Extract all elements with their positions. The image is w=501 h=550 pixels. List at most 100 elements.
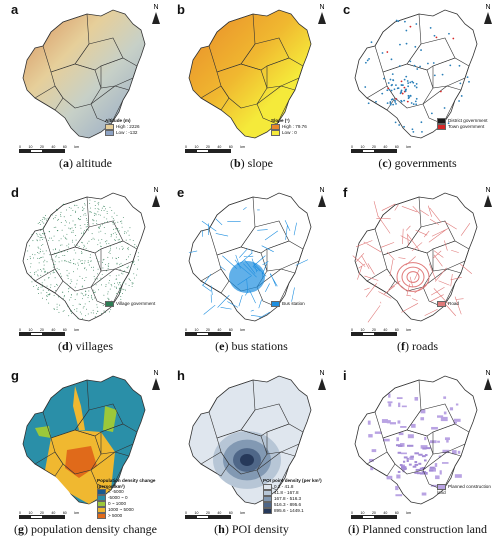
scale-tick-label: 60 — [228, 511, 233, 515]
caption-letter: b — [233, 156, 241, 170]
panel-letter: a — [11, 2, 19, 17]
scale-tick-label: 20 — [371, 145, 376, 149]
panel-letter: c — [343, 2, 351, 17]
north-arrow-icon: N — [152, 4, 160, 24]
legend-swatch — [97, 489, 106, 496]
legend-label: Road — [448, 301, 459, 307]
legend-label: < -5000 — [108, 489, 124, 495]
map-svg — [22, 192, 146, 322]
scale-tick-label: 10 — [194, 328, 199, 332]
north-arrow-icon: N — [318, 187, 326, 207]
caption-text: POI density — [231, 522, 289, 536]
caption-letter: h — [218, 522, 225, 536]
north-arrow-icon: N — [318, 370, 326, 390]
map-geometry — [22, 375, 146, 505]
map-svg — [22, 9, 146, 139]
scale-tick-label: 10 — [28, 328, 33, 332]
caption-text: population density change — [31, 522, 157, 536]
legend-label: 516.3 - 895.6 — [274, 501, 302, 507]
panel-caption: (g) population density change — [14, 522, 157, 536]
scale-tick-label: 60 — [394, 145, 399, 149]
north-arrow-icon: N — [484, 4, 492, 24]
scale-bar: 0 10 20 40 60 km — [19, 328, 79, 336]
scale-unit: km — [240, 511, 245, 515]
legend-item: Bus station — [271, 301, 305, 307]
scale-unit: km — [406, 145, 411, 149]
north-arrow-shape — [152, 195, 160, 207]
legend-item: 0.2 - 41.8 — [263, 483, 322, 490]
scale-tick-label: 10 — [194, 511, 199, 515]
north-arrow-shape — [318, 378, 326, 390]
north-arrow-icon: N — [152, 187, 160, 207]
scale-tick-label: 10 — [28, 145, 33, 149]
scale-bar-graphic — [19, 332, 65, 336]
caption-text: villages — [75, 339, 113, 353]
legend-swatch — [97, 507, 106, 514]
map-panel-c: c N District government Town government 0 10 2… — [337, 0, 498, 172]
legend-swatch — [263, 507, 272, 514]
scale-unit: km — [240, 145, 245, 149]
panel-letter: f — [343, 185, 348, 200]
map-panel-f: f N Road 0 10 20 40 60 km (f) roads — [337, 183, 498, 355]
scale-unit: km — [74, 145, 79, 149]
legend-label: Low : -132 — [116, 129, 138, 135]
scale-tick-label: 20 — [371, 511, 376, 515]
legend-item: Road — [437, 301, 459, 307]
scale-bar-graphic — [185, 149, 231, 153]
legend-swatch — [271, 301, 280, 307]
map-panel-b: b N Slope (°) High : 79.76 Low : 0 0 10 20 40 60 k… — [171, 0, 332, 172]
panel-caption: (a) altitude — [59, 156, 112, 170]
scale-bar-graphic — [19, 149, 65, 153]
legend-item: Planned construction land — [437, 484, 498, 496]
north-label: N — [485, 4, 491, 11]
scale-tick-label: 0 — [351, 328, 353, 332]
north-label: N — [485, 187, 491, 194]
legend-swatch — [437, 118, 446, 124]
scale-tick-label: 0 — [19, 511, 21, 515]
panel-caption: (b) slope — [229, 156, 274, 170]
panel-letter: h — [177, 368, 185, 383]
legend-item: 1000 ~ 5000 — [97, 507, 161, 514]
scale-tick-label: 40 — [51, 145, 56, 149]
scale-tick-label: 10 — [28, 511, 33, 515]
map-geometry — [352, 192, 478, 323]
scale-tick-label: 60 — [394, 511, 399, 515]
legend-item: 516.3 - 895.6 — [263, 501, 322, 508]
map-legend: Slope (°) High : 79.76 Low : 0 — [271, 118, 307, 136]
map-panel-d: d N Village government 0 10 20 40 60 km (d) villa… — [5, 183, 166, 355]
legend-label: Low : 0 — [282, 129, 297, 135]
map-panel-g: g N Population density change (person/km²)… — [5, 366, 166, 538]
legend-item: Village government — [105, 301, 155, 307]
legend-item: -5000 ~ 0 — [97, 495, 161, 502]
panel-caption: (e) bus stations — [215, 339, 288, 353]
legend-label: Town government — [448, 124, 485, 130]
map-legend: Planned construction land — [437, 484, 498, 496]
scale-bar: 0 10 20 40 60 km — [351, 511, 411, 519]
north-arrow-icon: N — [484, 187, 492, 207]
map-panel-i: i N Planned construction land 0 10 20 40 60 km (i… — [337, 366, 498, 538]
north-arrow-shape — [318, 12, 326, 24]
scale-tick-label: 20 — [39, 145, 44, 149]
map-legend: Bus station — [271, 301, 305, 307]
legend-item: Low : 0 — [271, 129, 307, 136]
scale-bar-graphic — [351, 149, 397, 153]
scale-tick-label: 60 — [62, 328, 67, 332]
legend-swatch — [263, 495, 272, 502]
map-geometry — [188, 9, 312, 139]
scale-bar: 0 10 20 40 60 km — [185, 511, 245, 519]
north-label: N — [485, 370, 491, 377]
caption-letter: i — [352, 522, 356, 536]
scale-tick-label: 10 — [194, 145, 199, 149]
panel-letter: b — [177, 2, 185, 17]
scale-tick-label: 0 — [19, 328, 21, 332]
legend-title: Population density change (person/km²) — [97, 478, 156, 489]
scale-tick-label: 40 — [383, 511, 388, 515]
scale-tick-label: 0 — [351, 511, 353, 515]
legend-label: 0 ~ 1000 — [108, 501, 127, 507]
north-label: N — [153, 187, 159, 194]
scale-tick-label: 10 — [360, 511, 365, 515]
scale-unit: km — [240, 328, 245, 332]
legend-swatch — [97, 513, 106, 520]
map-legend: Road — [437, 301, 459, 307]
north-arrow-shape — [484, 12, 492, 24]
